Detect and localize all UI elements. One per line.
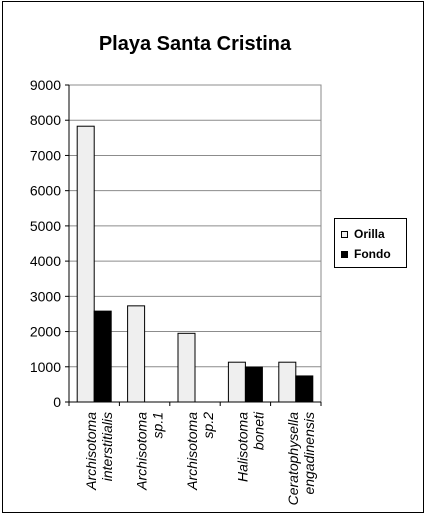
y-tick-label-6000: 6000 [30, 183, 61, 199]
x-tick-label-2: Archisotomasp.2 [184, 412, 216, 491]
bar-fondo-4 [295, 375, 314, 403]
bar-orilla-2 [177, 332, 196, 403]
legend-label-orilla: Orilla [354, 227, 385, 241]
x-tick-label-line: sp.2 [200, 412, 216, 439]
y-tick-label-7000: 7000 [30, 147, 61, 163]
x-tick-label-4: Ceratophysellaengadinensis [285, 412, 317, 506]
bar-orilla-0 [76, 125, 95, 403]
x-tick-label-line: engadinensis [301, 412, 317, 495]
x-tick-label-line: Archisotoma [83, 412, 99, 491]
legend-label-fondo: Fondo [354, 247, 391, 261]
y-tick-label-2000: 2000 [30, 324, 61, 340]
legend: Orilla Fondo [334, 218, 407, 268]
x-tick-label-line: Halisotoma [234, 412, 250, 482]
y-tick-label-1000: 1000 [30, 359, 61, 375]
legend-item-fondo: Fondo [341, 247, 391, 261]
y-tick-label-4000: 4000 [30, 253, 61, 269]
x-tick-label-line: sp.1 [150, 412, 166, 438]
y-tick-label-0: 0 [53, 394, 61, 410]
legend-swatch-fondo [341, 250, 348, 258]
x-tick-label-line: Archisotoma [184, 412, 200, 491]
bar-fondo-0 [93, 310, 112, 403]
bar-fondo-3 [244, 366, 263, 403]
bar-orilla-1 [127, 305, 146, 403]
legend-item-orilla: Orilla [341, 227, 385, 241]
x-tick-label-line: Ceratophysella [285, 412, 301, 506]
x-tick-label-0: Archisotomainterstitialis [83, 412, 115, 491]
bar-orilla-4 [278, 361, 297, 403]
x-tick-label-1: Archisotomasp.1 [134, 412, 166, 491]
x-tick-label-line: interstitialis [99, 412, 115, 481]
x-tick-label-3: Halisotomaboneti [234, 411, 266, 482]
y-tick-label-9000: 9000 [30, 77, 61, 93]
legend-swatch-orilla [341, 230, 348, 238]
y-tick-label-5000: 5000 [30, 218, 61, 234]
y-tick-label-3000: 3000 [30, 288, 61, 304]
x-tick-label-line: boneti [250, 411, 266, 450]
chart-title: Playa Santa Cristina [98, 33, 292, 55]
y-tick-label-8000: 8000 [30, 112, 61, 128]
x-tick-label-line: Archisotoma [134, 412, 150, 491]
bar-orilla-3 [227, 361, 246, 403]
